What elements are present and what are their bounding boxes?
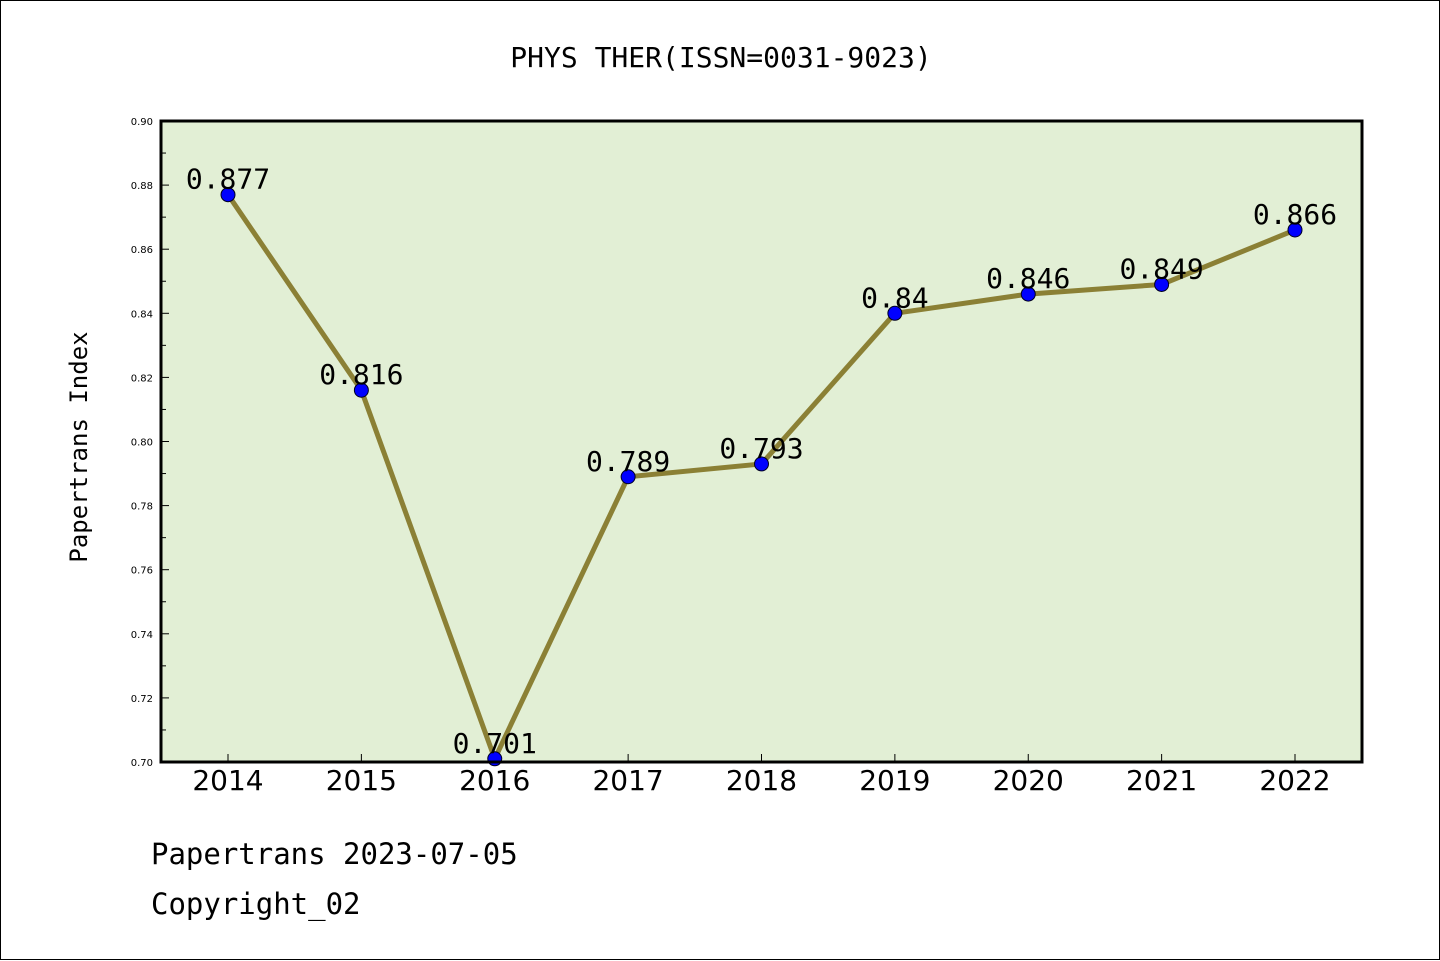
data-label: 0.816: [319, 358, 403, 391]
data-point: [1154, 276, 1170, 292]
data-label: 0.849: [1119, 252, 1203, 285]
y-tick-label: 0.72: [131, 694, 153, 705]
y-tick-label: 0.76: [131, 566, 153, 577]
data-point: [1287, 222, 1303, 238]
data-label: 0.846: [986, 262, 1070, 295]
x-tick-label: 2016: [459, 764, 530, 797]
x-axis: 2014 2015 2016 2017 2018 2019 2020 2021 2022: [192, 754, 1331, 797]
x-tick-label: 2021: [1126, 764, 1197, 797]
y-tick-label: 0.82: [131, 373, 153, 384]
x-tick-label: 2020: [993, 764, 1064, 797]
data-point: [887, 305, 903, 321]
data-label: 0.877: [186, 163, 270, 196]
x-tick-label: 2018: [726, 764, 797, 797]
y-tick-label: 0.80: [131, 438, 153, 449]
x-tick-label: 2022: [1259, 764, 1330, 797]
data-point: [620, 469, 636, 485]
y-tick-label: 0.74: [131, 630, 153, 641]
data-label: 0.793: [719, 432, 803, 465]
data-label: 0.84: [861, 281, 928, 314]
data-label: 0.701: [453, 727, 537, 760]
data-label: 0.866: [1253, 198, 1337, 231]
plot-border: [159, 119, 1364, 764]
data-point: [1020, 286, 1036, 302]
y-tick-label: 0.70: [131, 758, 153, 769]
series-markers: [220, 187, 1303, 767]
y-axis-label: Papertrans Index: [65, 331, 93, 562]
chart-title: PHYS THER(ISSN=0031-9023): [510, 41, 931, 74]
y-tick-label: 0.78: [131, 502, 153, 513]
plot-area: [161, 121, 1362, 762]
data-labels: 0.877 0.816 0.701 0.789 0.793 0.84 0.846 0.849 0…: [186, 163, 1337, 760]
source-date-text: Papertrans 2023-07-05: [151, 837, 518, 871]
data-point: [754, 456, 769, 472]
data-point: [353, 382, 369, 398]
x-tick-label: 2014: [192, 764, 263, 797]
y-tick-label: 0.88: [131, 181, 153, 192]
copyright-text: Copyright_02: [151, 887, 361, 921]
x-tick-label: 2019: [859, 764, 930, 797]
y-tick-label: 0.86: [131, 245, 153, 256]
x-tick-label: 2015: [326, 764, 397, 797]
x-tick-label: 2017: [592, 764, 663, 797]
data-point: [220, 187, 236, 203]
y-tick-label: 0.90: [131, 117, 153, 128]
data-label: 0.789: [586, 445, 670, 478]
y-tick-label: 0.84: [131, 309, 153, 320]
